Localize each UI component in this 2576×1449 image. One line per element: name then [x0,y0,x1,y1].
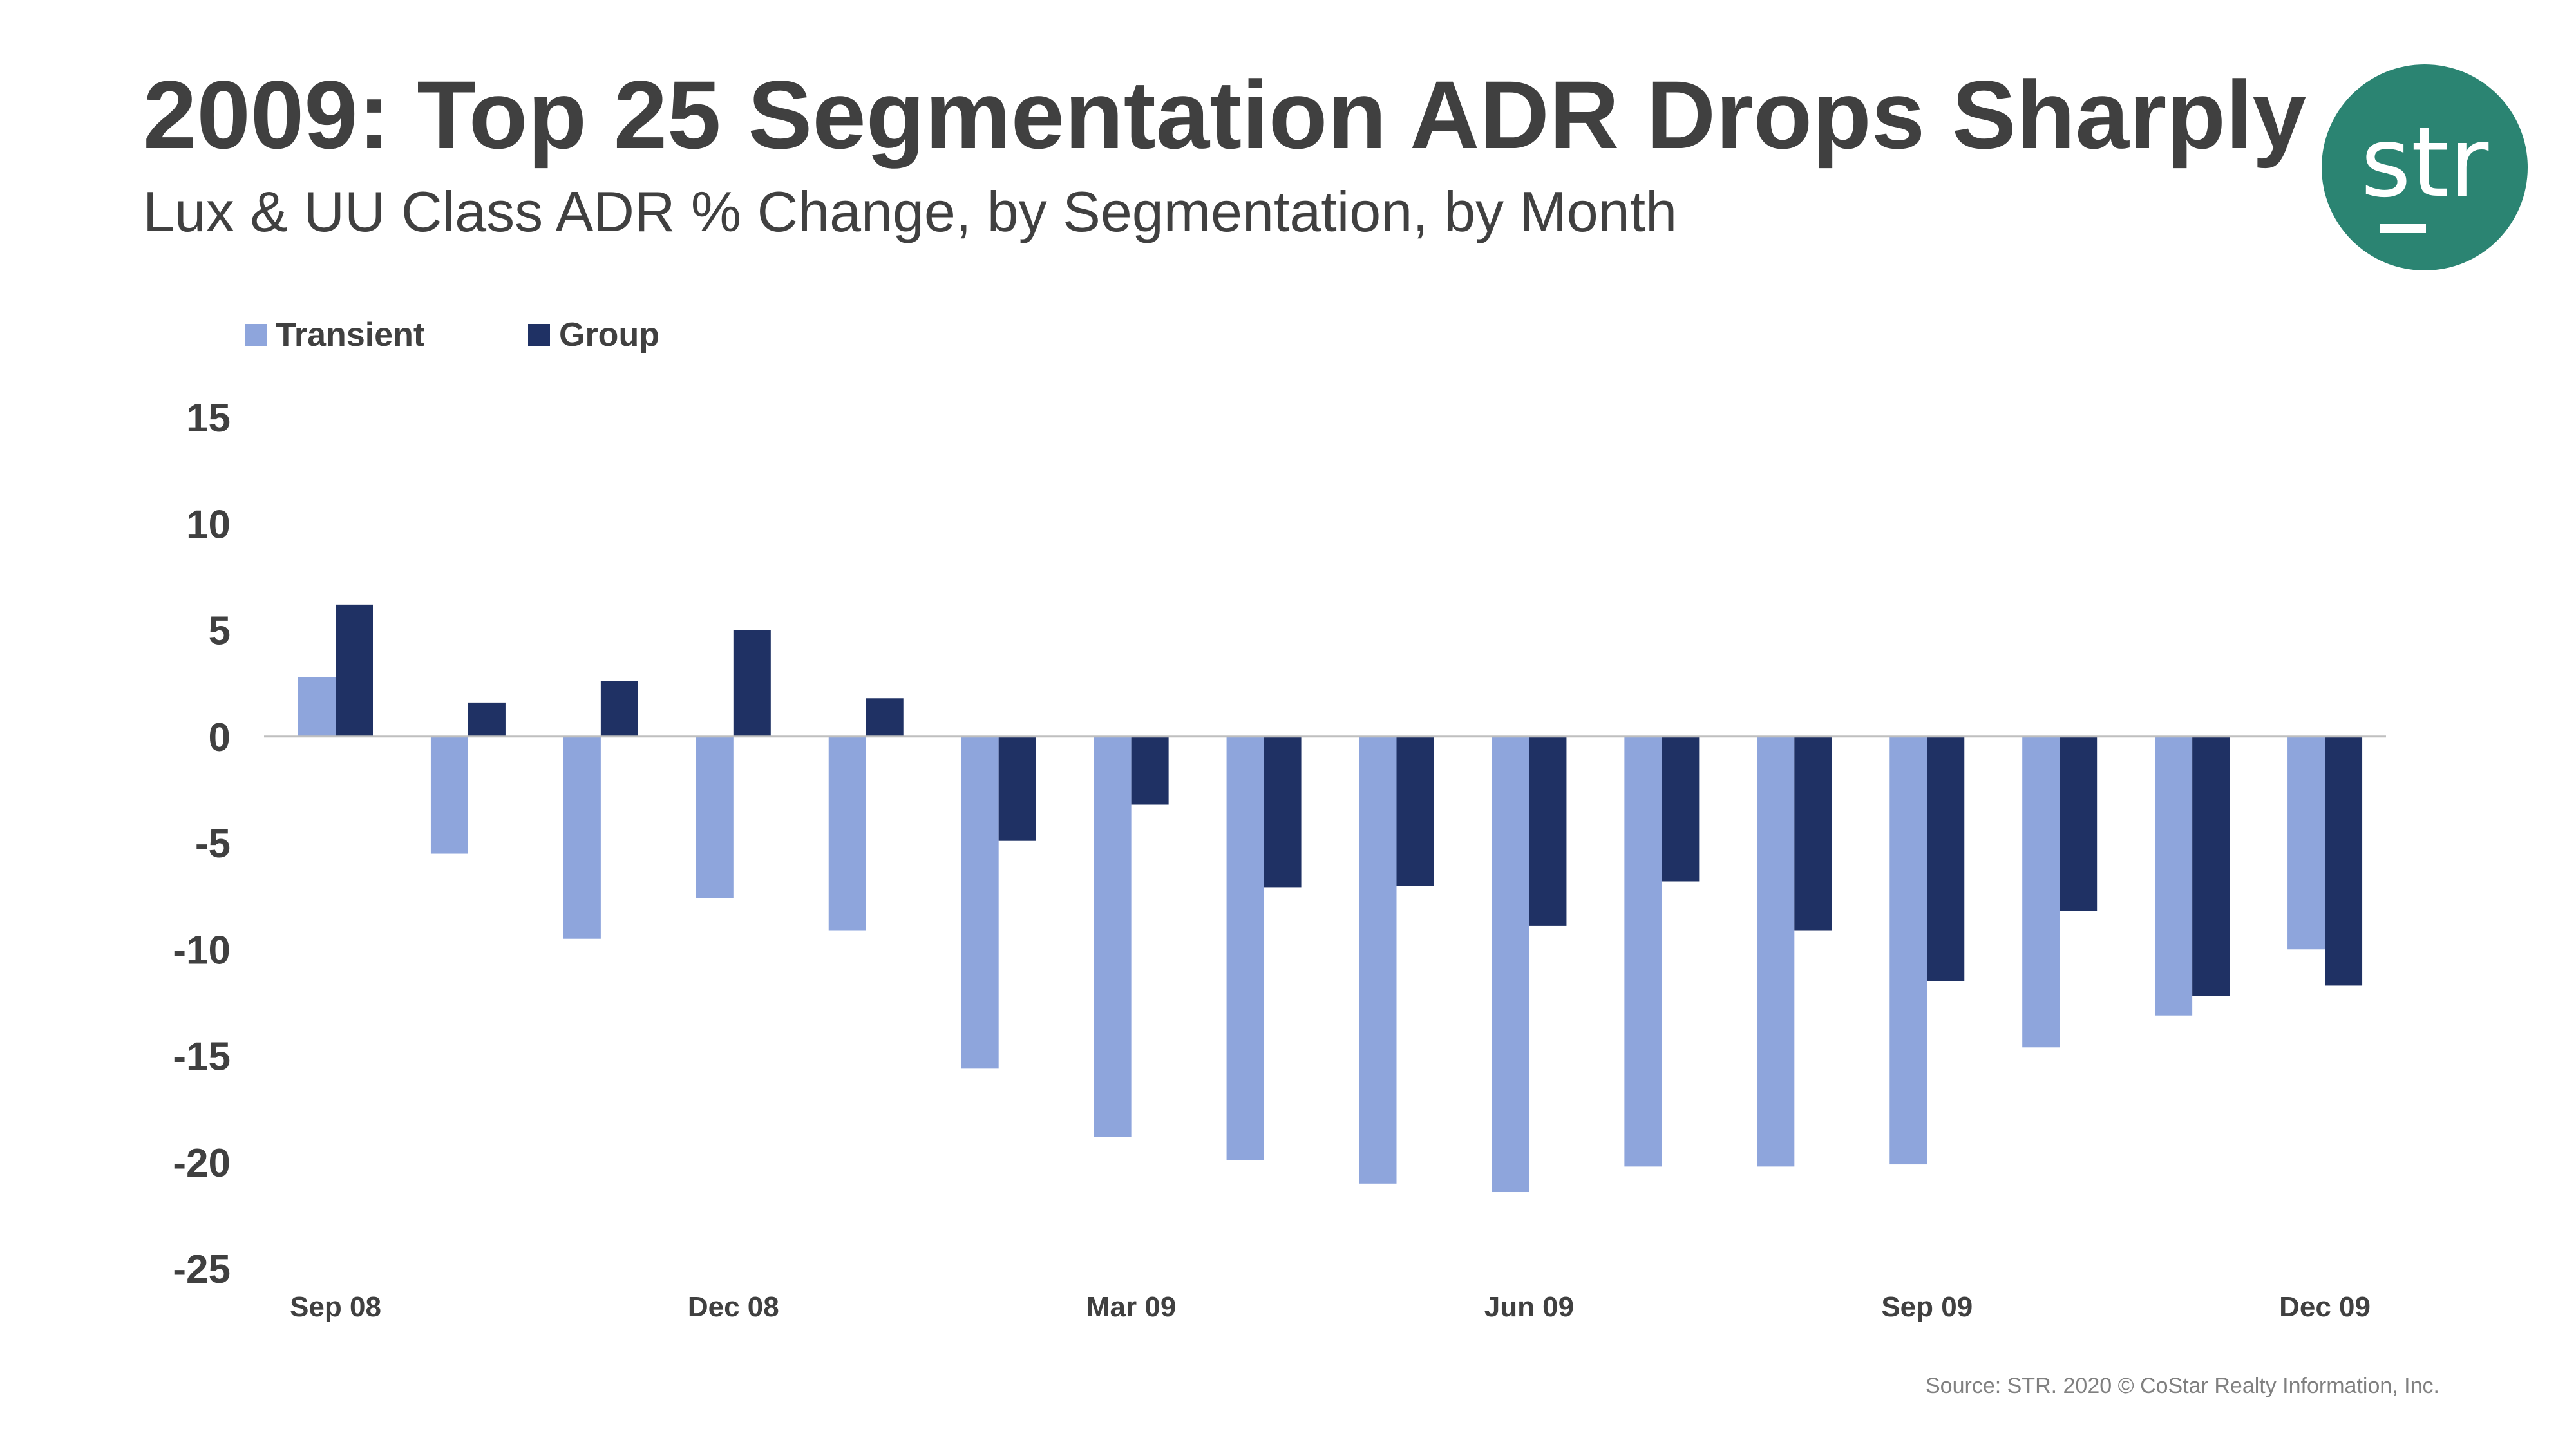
bar-transient-sep-08 [298,677,336,737]
bar-transient-sep-09 [1889,736,1927,1165]
y-tick-label: 10 [186,502,231,547]
bar-group-jan-09 [866,698,904,737]
bar-transient-jun-09 [1492,736,1530,1193]
bar-transient-mar-09 [1094,736,1132,1137]
bar-group-nov-09 [2192,736,2230,996]
y-tick-label: -15 [173,1035,231,1079]
y-tick-label: -5 [195,822,231,866]
y-tick-label: -20 [173,1141,231,1186]
bar-transient-oct-09 [2022,736,2060,1048]
legend-swatch-transient [245,324,267,346]
bar-transient-jul-09 [1624,736,1662,1167]
bar-group-jul-09 [1662,736,1700,882]
page-title: 2009: Top 25 Segmentation ADR Drops Shar… [143,61,2307,169]
bar-group-sep-08 [336,604,373,737]
y-tick-label: 5 [209,609,231,654]
x-tick-label: Sep 08 [290,1291,381,1323]
bar-transient-nov-08 [563,736,601,939]
bar-group-mar-09 [1131,736,1169,805]
source-note: Source: STR. 2020 © CoStar Realty Inform… [1926,1374,2439,1398]
bar-group-dec-08 [733,630,771,737]
y-tick-label: -10 [173,928,231,972]
str-logo: str [2322,64,2528,270]
bar-group-apr-09 [1264,736,1302,888]
bar-transient-jan-09 [828,736,866,931]
bar-group-jun-09 [1529,736,1567,926]
y-tick-label: -25 [173,1247,231,1292]
str-logo-text: str [2360,107,2489,219]
x-tick-label: Dec 09 [2279,1291,2371,1323]
x-tick-label: Dec 08 [688,1291,779,1323]
y-tick-label: 0 [209,715,231,760]
page-subtitle: Lux & UU Class ADR % Change, by Segmenta… [143,180,1678,243]
bar-group-sep-09 [1927,736,1965,981]
bar-group-feb-09 [998,736,1036,841]
x-tick-label: Mar 09 [1086,1291,1176,1323]
bar-group-oct-08 [468,702,506,737]
bar-transient-aug-09 [1757,736,1795,1167]
x-tick-label: Sep 09 [1881,1291,1973,1323]
bar-transient-oct-08 [430,736,468,854]
str-logo-underline [2380,224,2426,233]
bar-group-may-09 [1396,736,1434,886]
bar-transient-dec-08 [696,736,734,898]
bar-group-oct-09 [2060,736,2098,911]
y-tick-label: 15 [186,396,231,440]
bar-transient-dec-09 [2287,736,2325,950]
bar-transient-may-09 [1359,736,1397,1184]
legend-label-group: Group [559,316,659,354]
legend-label-transient: Transient [276,316,425,354]
bar-group-nov-08 [600,681,638,737]
legend-item-transient: Transient [245,316,424,354]
legend-item-group: Group [528,316,659,354]
legend-swatch-group [528,324,550,346]
bar-group-dec-09 [2325,736,2363,986]
x-tick-label: Jun 09 [1484,1291,1574,1323]
bar-transient-apr-09 [1226,736,1264,1160]
bar-group-aug-09 [1794,736,1832,931]
bar-transient-feb-09 [961,736,999,1069]
bar-transient-nov-09 [2155,736,2193,1016]
